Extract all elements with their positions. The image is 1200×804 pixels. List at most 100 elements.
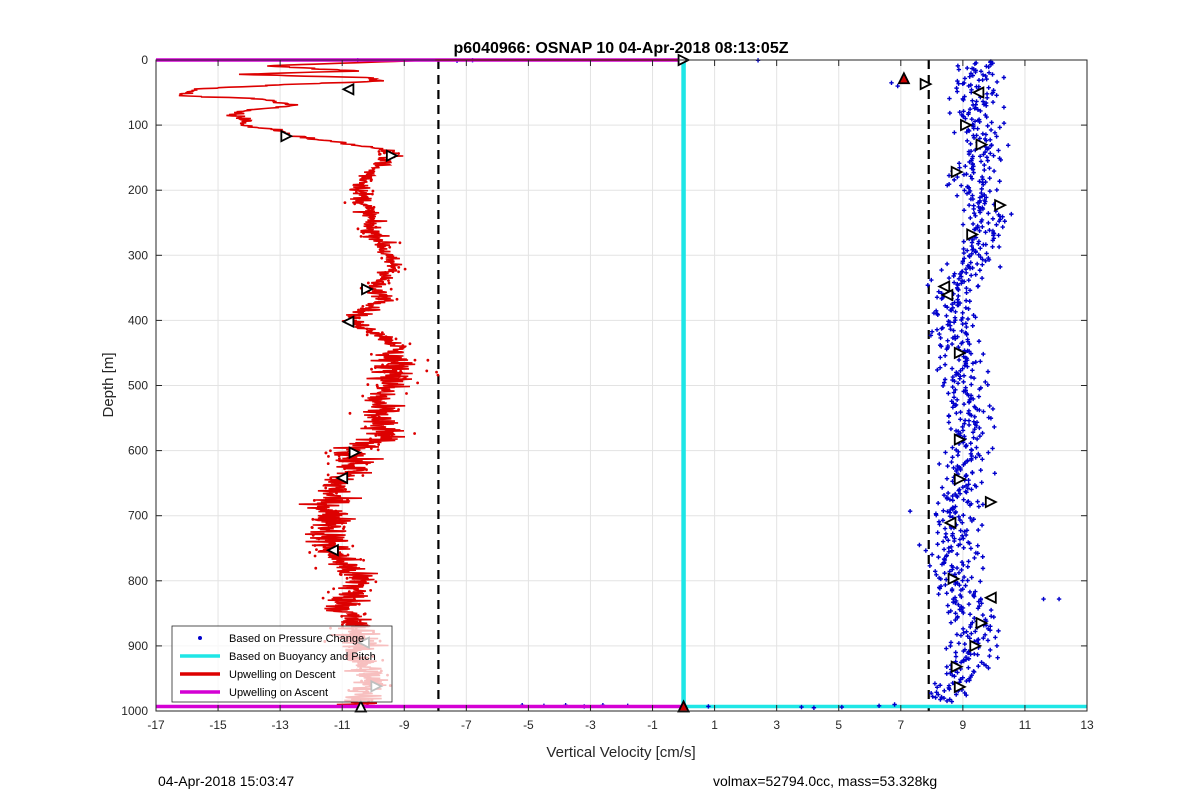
pressure-point xyxy=(987,628,993,633)
pressure-point xyxy=(983,379,988,385)
pressure-point xyxy=(967,678,972,683)
pressure-point xyxy=(990,99,996,105)
y-tick-label: 800 xyxy=(128,574,148,588)
pressure-point xyxy=(935,500,941,506)
pressure-point xyxy=(984,91,990,97)
triangle-marker xyxy=(975,138,989,152)
pressure-point xyxy=(940,539,946,544)
pressure-point xyxy=(977,453,982,458)
pressure-point xyxy=(962,418,968,423)
pressure-point xyxy=(973,315,978,320)
descent-point xyxy=(366,702,369,705)
pressure-point xyxy=(973,69,978,75)
pressure-point xyxy=(966,482,971,487)
pressure-point xyxy=(968,215,973,221)
descent-point xyxy=(361,474,365,477)
pressure-point xyxy=(987,137,993,142)
pressure-point xyxy=(944,591,949,596)
pressure-point xyxy=(945,305,950,310)
descent-point xyxy=(387,350,391,354)
descent-point xyxy=(346,498,349,502)
descent-point xyxy=(378,152,381,156)
pressure-point xyxy=(955,63,961,69)
pressure-point xyxy=(949,548,955,553)
pressure-point xyxy=(965,339,971,344)
pressure-point xyxy=(1002,219,1007,224)
pressure-point xyxy=(937,461,942,467)
pressure-point xyxy=(944,664,949,670)
pressure-point xyxy=(977,136,982,141)
pressure-point xyxy=(986,211,991,216)
pressure-point xyxy=(964,191,970,196)
pressure-point xyxy=(979,194,985,199)
descent-point xyxy=(328,553,332,557)
pressure-point xyxy=(957,165,962,170)
pressure-point xyxy=(1041,596,1046,602)
descent-point xyxy=(348,411,352,415)
footer-timestamp: 04-Apr-2018 15:03:47 xyxy=(158,773,295,789)
pressure-point xyxy=(951,465,956,471)
pressure-point xyxy=(966,656,972,661)
pressure-point xyxy=(951,401,956,406)
pressure-point xyxy=(946,420,952,425)
pressure-point xyxy=(982,201,987,206)
pressure-point xyxy=(1000,214,1005,219)
pressure-point xyxy=(982,632,988,638)
descent-point xyxy=(380,335,383,338)
pressure-point xyxy=(961,513,966,518)
pressure-point xyxy=(949,366,955,371)
descent-point xyxy=(361,443,365,447)
descent-point xyxy=(364,425,367,429)
pressure-point xyxy=(811,705,817,710)
pressure-point xyxy=(975,126,980,131)
pressure-point xyxy=(961,109,966,114)
x-tick-label: 7 xyxy=(897,718,904,732)
pressure-point xyxy=(968,174,973,179)
pressure-point xyxy=(988,624,993,629)
pressure-point xyxy=(984,195,989,200)
pressure-point xyxy=(958,183,964,188)
pressure-point xyxy=(968,546,974,551)
pressure-point xyxy=(988,607,994,613)
pressure-point xyxy=(955,78,960,84)
descent-point xyxy=(361,394,365,398)
chart-title: p6040966: OSNAP 10 04-Apr-2018 08:13:05Z xyxy=(454,40,789,57)
pressure-point xyxy=(987,189,993,194)
pressure-point xyxy=(945,183,950,188)
descent-point xyxy=(325,520,329,524)
pressure-point xyxy=(935,542,940,547)
pressure-point xyxy=(939,326,944,331)
pressure-point xyxy=(944,476,950,481)
pressure-point xyxy=(961,545,966,551)
descent-point xyxy=(332,587,336,591)
pressure-point xyxy=(967,341,972,347)
pressure-point xyxy=(946,414,952,419)
pressure-point xyxy=(978,359,983,364)
legend-box xyxy=(171,625,393,703)
pressure-point xyxy=(967,503,973,508)
descent-point xyxy=(310,526,314,530)
pressure-point xyxy=(942,362,948,367)
descent-point xyxy=(363,612,367,616)
pressure-point xyxy=(988,62,994,67)
pressure-point xyxy=(983,230,988,235)
pressure-point xyxy=(987,227,992,233)
pressure-point xyxy=(973,272,978,277)
pressure-point xyxy=(1001,120,1007,126)
pressure-point xyxy=(945,509,950,514)
descent-point xyxy=(367,207,370,211)
pressure-point xyxy=(966,422,972,428)
pressure-point xyxy=(998,157,1003,163)
descent-point xyxy=(374,434,378,437)
pressure-point xyxy=(963,474,968,479)
pressure-point xyxy=(937,522,942,527)
triangle-marker xyxy=(953,346,967,360)
pressure-point xyxy=(964,285,969,291)
descent-point xyxy=(365,327,369,331)
pressure-point xyxy=(966,601,972,607)
pressure-point xyxy=(960,310,965,315)
pressure-point xyxy=(980,554,985,559)
x-tick-label: -17 xyxy=(147,718,165,732)
legend: Based on Pressure Change Based on Buoyanc… xyxy=(171,625,393,703)
descent-point xyxy=(361,194,365,198)
